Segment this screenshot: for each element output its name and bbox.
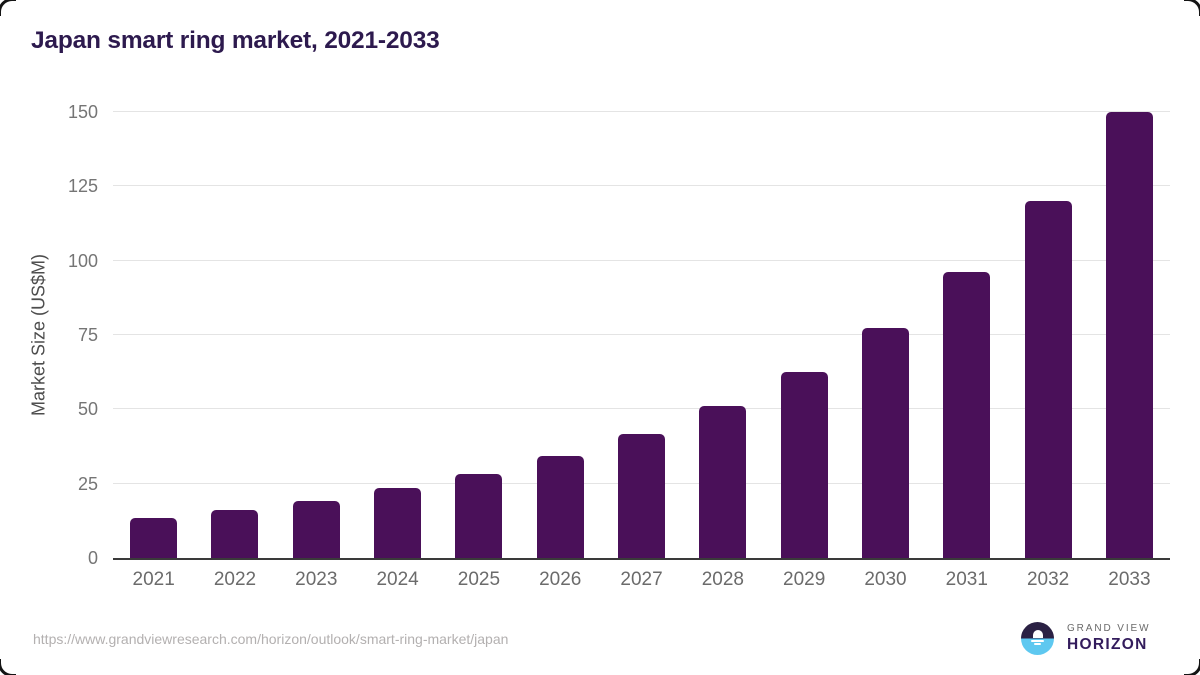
bar-band-2026 (520, 112, 601, 558)
x-tick-label-2031: 2031 (945, 569, 988, 590)
frame-corner-bottom-left-icon (0, 659, 16, 675)
gridline-100 (113, 259, 1170, 261)
bar-2033 (1105, 112, 1153, 558)
x-tick-label-2024: 2024 (376, 569, 419, 590)
source-url: https://www.grandviewresearch.com/horizo… (33, 631, 509, 647)
bar-2030 (861, 328, 909, 558)
water-ripple-icon (1033, 643, 1042, 646)
logo-horizon-label: HORIZON (1067, 636, 1148, 653)
y-tick-label-50: 50 (77, 399, 98, 420)
gridline-125 (113, 185, 1170, 187)
gridline-75 (113, 334, 1170, 335)
bar-band-2028 (682, 112, 763, 558)
water-ripple-icon (1031, 639, 1044, 642)
bar-2023 (292, 500, 340, 558)
x-tick-label-2027: 2027 (620, 569, 663, 590)
chart-title: Japan smart ring market, 2021-2033 (31, 27, 440, 54)
frame-corner-bottom-right-icon (1184, 659, 1200, 675)
bar-band-2025 (438, 112, 519, 558)
bar-band-2031 (926, 112, 1007, 558)
grand-view-horizon-logo: GRAND VIEW HORIZON (1021, 622, 1150, 655)
gridline-150 (113, 111, 1170, 112)
bar-2027 (618, 433, 666, 558)
bar-band-2024 (357, 112, 438, 558)
bar-band-2032 (1007, 112, 1088, 558)
bar-band-2022 (194, 112, 275, 558)
sun-icon (1032, 630, 1043, 639)
x-tick-label-2033: 2033 (1108, 569, 1151, 590)
y-tick-label-150: 150 (67, 102, 98, 122)
bar-2026 (536, 455, 584, 558)
x-axis-tick-labels: 2021 2022 2023 2024 2025 2026 2027 2028 2029 2030… (113, 569, 1170, 591)
logo-text: GRAND VIEW HORIZON (1067, 623, 1150, 654)
y-tick-label-100: 100 (67, 250, 98, 271)
bar-2028 (699, 406, 747, 558)
bar-band-2029 (764, 112, 845, 558)
frame-corner-top-left-icon (0, 0, 16, 16)
bar-2025 (455, 474, 503, 558)
y-tick-label-125: 125 (67, 176, 98, 197)
bar-band-2023 (276, 112, 357, 558)
bar-2029 (780, 371, 828, 558)
x-tick-label-2022: 2022 (213, 569, 257, 590)
gridline-50 (113, 408, 1170, 410)
bar-2021 (130, 518, 178, 558)
y-tick-label-25: 25 (77, 473, 98, 494)
bar-2022 (211, 510, 259, 558)
x-tick-label-2032: 2032 (1026, 569, 1070, 590)
frame-corner-top-right-icon (1184, 0, 1200, 16)
x-tick-label-2026: 2026 (539, 569, 582, 590)
x-tick-label-2030: 2030 (864, 569, 907, 590)
x-tick-label-2023: 2023 (295, 569, 338, 590)
bar-band-2027 (601, 112, 682, 558)
plot-area (113, 111, 1170, 560)
bar-series (113, 112, 1170, 558)
bar-band-2033 (1089, 112, 1170, 558)
x-tick-label-2029: 2029 (783, 569, 826, 590)
bar-2031 (943, 271, 991, 558)
y-axis-tick-labels: 0 25 50 75 100 125 150 (0, 103, 98, 567)
x-tick-label-2021: 2021 (132, 569, 175, 590)
sunset-horizon-icon (1021, 622, 1054, 655)
x-tick-label-2025: 2025 (457, 569, 501, 590)
bar-2024 (374, 488, 422, 558)
bar-2032 (1024, 201, 1072, 558)
logo-grand-view-label: GRAND VIEW (1067, 623, 1151, 634)
bar-band-2030 (845, 112, 926, 558)
y-tick-label-0: 0 (87, 548, 98, 568)
bar-band-2021 (113, 112, 194, 558)
y-tick-label-75: 75 (77, 325, 98, 345)
x-tick-label-2028: 2028 (701, 569, 744, 590)
